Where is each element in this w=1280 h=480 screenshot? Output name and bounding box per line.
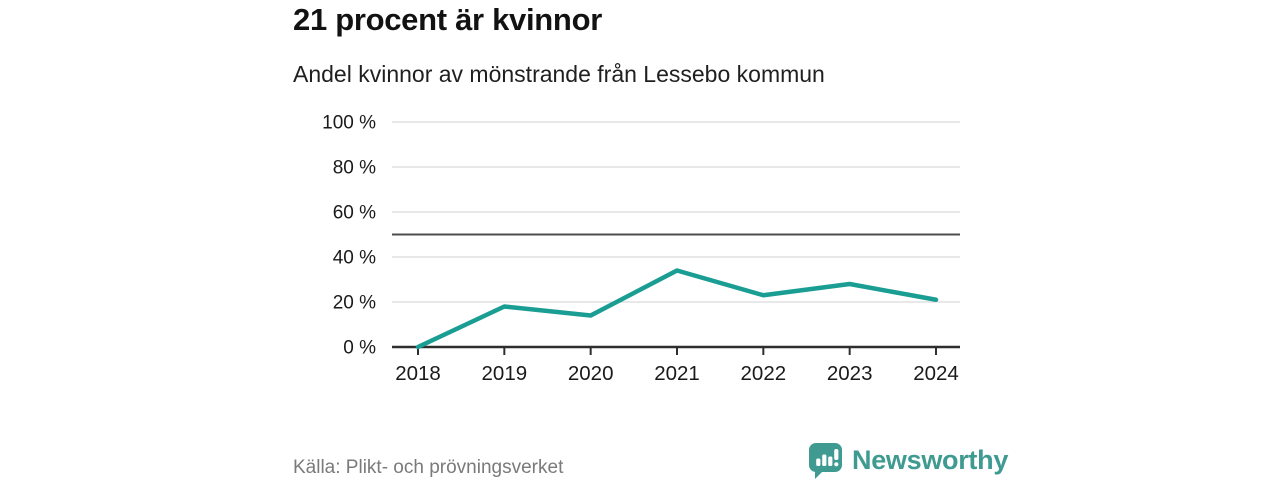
- y-axis-label: 0 %: [343, 338, 376, 359]
- source-attribution: Källa: Plikt- och prövningsverket: [293, 457, 564, 478]
- chart-subtitle: Andel kvinnor av mönstrande från Lessebo…: [293, 61, 825, 87]
- newsworthy-logo-icon: [809, 443, 842, 479]
- x-axis-label: 2019: [482, 362, 528, 385]
- x-axis-label: 2021: [654, 362, 700, 385]
- x-axis-label: 2024: [913, 362, 959, 385]
- data-line-andel-kvinnor: [415, 268, 939, 350]
- x-axis-label: 2022: [741, 362, 787, 385]
- newsworthy-logo-text: Newsworthy: [852, 445, 1009, 475]
- chart-title: 21 procent är kvinnor: [293, 2, 602, 37]
- y-axis-label: 100 %: [322, 113, 376, 134]
- y-axis-label: 80 %: [333, 158, 376, 179]
- x-axis-label: 2023: [827, 362, 873, 385]
- y-axis-label: 40 %: [333, 248, 376, 269]
- y-axis-label: 60 %: [333, 203, 376, 224]
- line-chart: 0 % 20 % 40 % 60 % 80 % 100 % 2018 2019 2020 2021…: [322, 113, 960, 385]
- x-axis-label: 2020: [568, 362, 614, 385]
- x-axis-label: 2018: [395, 362, 441, 385]
- newsworthy-logo: Newsworthy: [808, 442, 1008, 479]
- y-axis-label: 20 %: [333, 293, 376, 314]
